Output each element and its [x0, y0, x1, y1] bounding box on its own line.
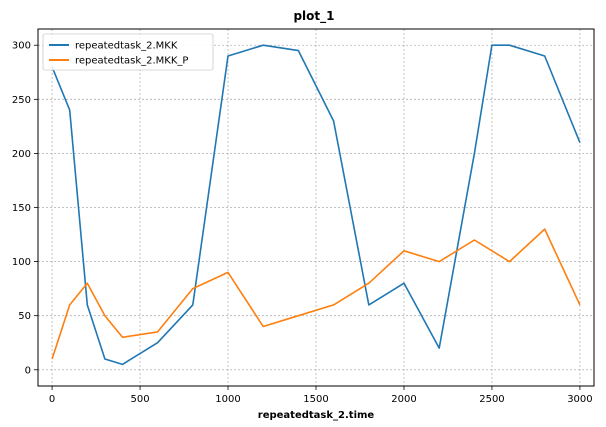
x-axis: 0 500 1000 1500 2000 2500 3000 [49, 386, 593, 405]
y-tick-label: 0 [25, 365, 31, 376]
y-tick-label: 150 [12, 203, 31, 214]
y-axis: 0 50 100 150 200 250 300 [12, 41, 38, 376]
legend-box [42, 33, 214, 71]
y-tick-label: 250 [12, 95, 31, 106]
y-tick-label: 200 [12, 149, 31, 160]
legend-label: repeatedtask_2.MKK_P [75, 56, 188, 67]
chart-title: plot_1 [293, 9, 334, 24]
y-tick-label: 300 [12, 41, 31, 52]
y-tick-label: 100 [12, 257, 31, 268]
grid [38, 29, 594, 386]
series-line-1 [51, 44, 581, 366]
series-group [51, 44, 581, 366]
x-tick-label: 3000 [567, 394, 592, 405]
x-tick-label: 1500 [303, 394, 328, 405]
x-axis-label: repeatedtask_2.time [258, 410, 375, 421]
plot-area [51, 44, 581, 366]
legend: repeatedtask_2.MKK repeatedtask_2.MKK_P [42, 33, 214, 71]
x-tick-label: 2500 [479, 394, 504, 405]
x-tick-label: 1000 [215, 394, 240, 405]
y-tick-label: 50 [18, 311, 31, 322]
x-tick-label: 0 [49, 394, 55, 405]
series-line-2 [51, 228, 581, 360]
legend-label: repeatedtask_2.MKK [75, 41, 178, 52]
x-tick-label: 2000 [391, 394, 416, 405]
x-tick-label: 500 [131, 394, 150, 405]
